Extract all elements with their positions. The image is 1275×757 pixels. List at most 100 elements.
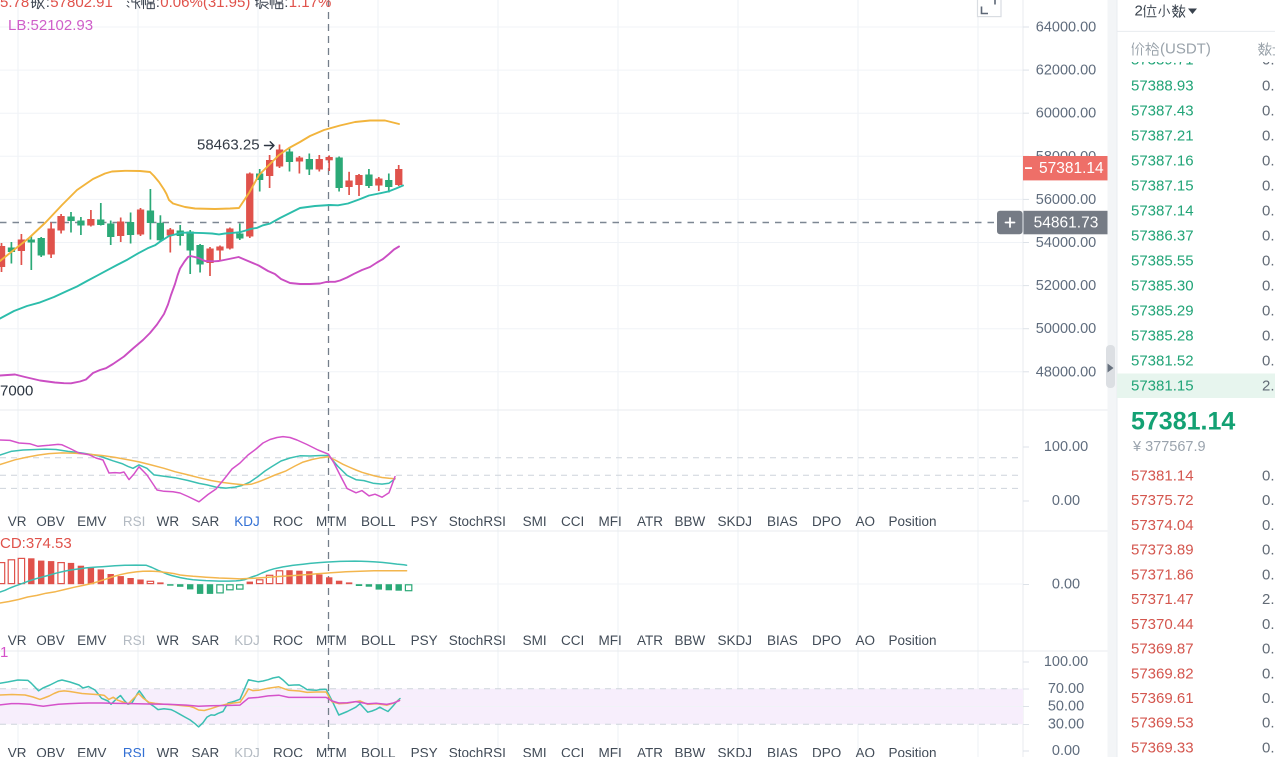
svg-text:57389.71: 57389.71 xyxy=(1131,52,1194,69)
svg-text:CCI: CCI xyxy=(561,514,584,529)
svg-text:MTM: MTM xyxy=(316,633,347,648)
svg-text:KDJ: KDJ xyxy=(234,514,260,529)
svg-text:CD:374.53: CD:374.53 xyxy=(0,535,72,552)
svg-text:57369.61: 57369.61 xyxy=(1131,690,1194,707)
svg-text:EMV: EMV xyxy=(77,514,106,529)
svg-text:(USDT): (USDT) xyxy=(1160,41,1211,58)
svg-text:OBV: OBV xyxy=(36,746,65,757)
svg-text:5.78: 5.78 xyxy=(0,0,29,11)
svg-text:WR: WR xyxy=(157,514,180,529)
svg-text:SKDJ: SKDJ xyxy=(718,633,753,648)
svg-text:0.0243: 0.0243 xyxy=(1262,228,1275,245)
svg-text:AO: AO xyxy=(856,746,876,757)
svg-text:0.1224: 0.1224 xyxy=(1262,103,1275,120)
svg-text:2.1169: 2.1169 xyxy=(1262,591,1275,608)
svg-text:ROC: ROC xyxy=(273,633,303,648)
svg-text:CCI: CCI xyxy=(561,633,584,648)
svg-text:AO: AO xyxy=(856,633,876,648)
svg-text:54861.73: 54861.73 xyxy=(1034,214,1099,231)
svg-text:ATR: ATR xyxy=(637,746,663,757)
svg-text:BBW: BBW xyxy=(675,514,706,529)
svg-text:BIAS: BIAS xyxy=(767,746,798,757)
svg-text:AO: AO xyxy=(856,514,876,529)
svg-text:50.00: 50.00 xyxy=(1048,699,1084,715)
svg-text:0.0200: 0.0200 xyxy=(1262,542,1275,559)
svg-text:0.0565: 0.0565 xyxy=(1262,468,1275,485)
svg-text:BOLL: BOLL xyxy=(361,633,396,648)
svg-text:60000.00: 60000.00 xyxy=(1036,106,1096,122)
svg-text:StochRSI: StochRSI xyxy=(449,633,506,648)
svg-text:SKDJ: SKDJ xyxy=(718,746,753,757)
svg-text:57385.30: 57385.30 xyxy=(1131,278,1194,295)
svg-text:57385.28: 57385.28 xyxy=(1131,328,1194,345)
svg-text:64000.00: 64000.00 xyxy=(1036,20,1096,36)
svg-text:OBV: OBV xyxy=(36,633,65,648)
svg-text:Position: Position xyxy=(889,514,937,529)
svg-text:MFI: MFI xyxy=(599,633,622,648)
svg-text:LB:52102.93: LB:52102.93 xyxy=(8,17,93,34)
svg-text::: : xyxy=(284,0,288,11)
svg-text:0.0135: 0.0135 xyxy=(1262,353,1275,370)
svg-text:57375.72: 57375.72 xyxy=(1131,492,1194,509)
svg-text:WR: WR xyxy=(157,633,180,648)
svg-text:MFI: MFI xyxy=(599,746,622,757)
svg-text:2: 2 xyxy=(1135,3,1143,20)
svg-text:PSY: PSY xyxy=(411,633,438,648)
svg-text:SMI: SMI xyxy=(523,633,547,648)
svg-text:0.0182: 0.0182 xyxy=(1262,303,1275,320)
svg-text:0.06%(31.95): 0.06%(31.95) xyxy=(160,0,250,11)
svg-text:ATR: ATR xyxy=(637,633,663,648)
svg-text:RSI: RSI xyxy=(123,633,146,648)
svg-text:57387.14: 57387.14 xyxy=(1131,203,1194,220)
svg-text:0.0391: 0.0391 xyxy=(1262,128,1275,145)
svg-text:62000.00: 62000.00 xyxy=(1036,63,1096,79)
svg-text:StochRSI: StochRSI xyxy=(449,514,506,529)
svg-text:BOLL: BOLL xyxy=(361,514,396,529)
svg-text:VR: VR xyxy=(8,746,27,757)
svg-text:ATR: ATR xyxy=(637,514,663,529)
svg-text:BIAS: BIAS xyxy=(767,514,798,529)
svg-text:DPO: DPO xyxy=(812,514,841,529)
svg-text:0.0120: 0.0120 xyxy=(1262,253,1275,270)
svg-text:57388.93: 57388.93 xyxy=(1131,78,1194,95)
svg-text:PSY: PSY xyxy=(411,514,438,529)
svg-text:SMI: SMI xyxy=(523,746,547,757)
svg-text:48000.00: 48000.00 xyxy=(1036,364,1096,380)
svg-text:RSI: RSI xyxy=(123,514,146,529)
svg-text:OBV: OBV xyxy=(36,514,65,529)
svg-text:57381.14: 57381.14 xyxy=(1131,468,1194,485)
svg-text:57387.43: 57387.43 xyxy=(1131,103,1194,120)
svg-text:0.00: 0.00 xyxy=(1052,743,1080,757)
svg-text:0.1179: 0.1179 xyxy=(1262,203,1275,220)
svg-text:0.5058: 0.5058 xyxy=(1262,178,1275,195)
svg-text:0.0123: 0.0123 xyxy=(1262,492,1275,509)
svg-text:0.0737: 0.0737 xyxy=(1262,739,1275,756)
svg-text:BOLL: BOLL xyxy=(361,746,396,757)
svg-text:57387.16: 57387.16 xyxy=(1131,153,1194,170)
svg-text:0.0471: 0.0471 xyxy=(1262,52,1275,69)
svg-text:30.00: 30.00 xyxy=(1048,717,1084,733)
svg-text:57371.86: 57371.86 xyxy=(1131,566,1194,583)
svg-text:57381.52: 57381.52 xyxy=(1131,353,1194,370)
svg-text:0.0174: 0.0174 xyxy=(1262,517,1275,534)
svg-text:57369.82: 57369.82 xyxy=(1131,665,1194,682)
svg-text:BBW: BBW xyxy=(675,746,706,757)
svg-text:100.00: 100.00 xyxy=(1044,654,1088,670)
svg-text::: : xyxy=(46,0,50,11)
svg-text:EMV: EMV xyxy=(77,746,106,757)
svg-text:0.0207: 0.0207 xyxy=(1262,690,1275,707)
svg-text:57387.21: 57387.21 xyxy=(1131,128,1194,145)
svg-text:DPO: DPO xyxy=(812,633,841,648)
svg-text:¥ 377567.9: ¥ 377567.9 xyxy=(1132,439,1206,455)
svg-text:2.6507: 2.6507 xyxy=(1262,378,1275,395)
svg-text:70.00: 70.00 xyxy=(1048,681,1084,697)
svg-text:57381.15: 57381.15 xyxy=(1131,378,1194,395)
svg-text:Position: Position xyxy=(889,746,937,757)
svg-text:0.0296: 0.0296 xyxy=(1262,665,1275,682)
svg-text:ROC: ROC xyxy=(273,746,303,757)
svg-text:57385.29: 57385.29 xyxy=(1131,303,1194,320)
svg-text:RSI: RSI xyxy=(123,746,146,757)
svg-text:57370.44: 57370.44 xyxy=(1131,616,1194,633)
svg-text:57369.33: 57369.33 xyxy=(1131,739,1194,756)
svg-text:0.0104: 0.0104 xyxy=(1262,278,1275,295)
